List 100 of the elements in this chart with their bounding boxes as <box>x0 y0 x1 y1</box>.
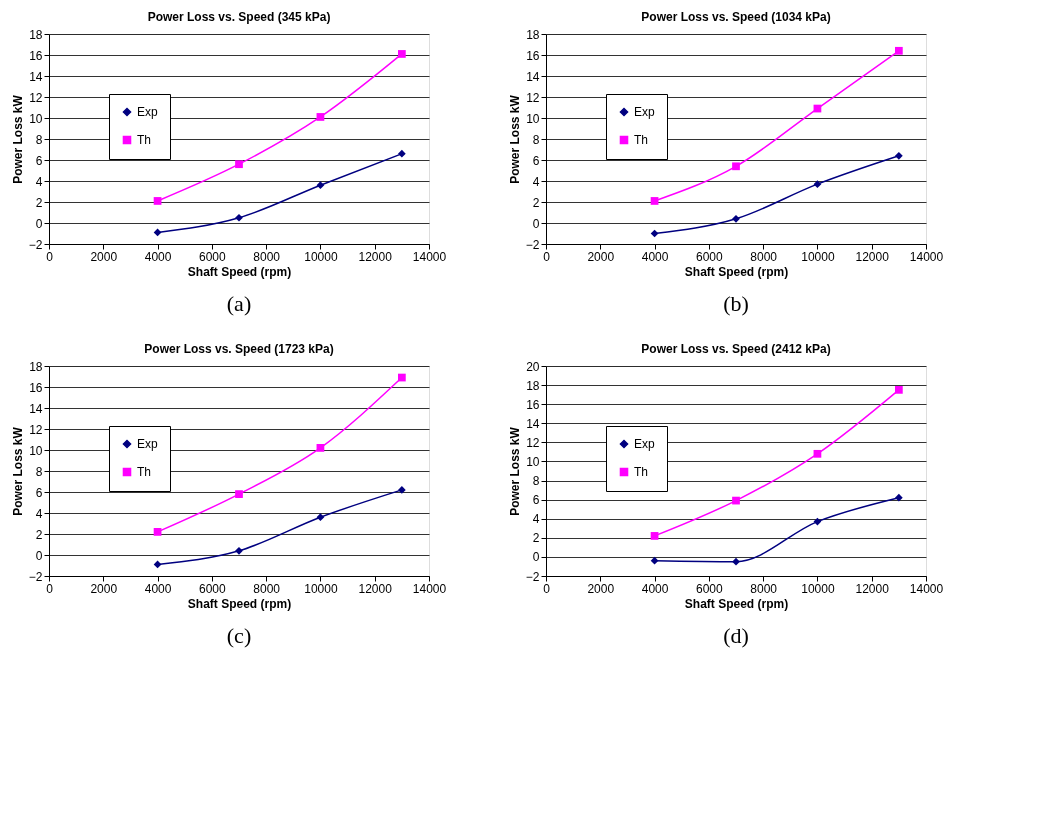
legend-label: Th <box>137 465 152 479</box>
point <box>235 490 243 498</box>
point <box>732 162 740 171</box>
y-tick-label: 18 <box>29 27 43 42</box>
point <box>153 197 162 205</box>
x-tick-label: 8000 <box>750 581 778 596</box>
legend-label: Exp <box>137 437 158 451</box>
x-tick-label: 4000 <box>144 249 172 264</box>
x-tick-label: 0 <box>46 249 54 264</box>
y-tick-label: 12 <box>526 435 540 450</box>
x-tick-label: 8000 <box>750 249 778 264</box>
point <box>397 373 406 382</box>
point <box>813 180 822 189</box>
text: (a) <box>226 291 252 316</box>
y-tick-label: 4 <box>532 512 540 527</box>
point <box>397 149 406 158</box>
x-tick-label: 2000 <box>90 249 118 264</box>
y-tick-label: 10 <box>526 111 540 126</box>
x-tick-label: 10000 <box>304 249 338 264</box>
y-tick-label: 2 <box>35 527 43 542</box>
chart-title: Power Loss vs. Speed (1034 kPa) <box>641 10 831 24</box>
y-tick-label: −2 <box>525 237 540 252</box>
x-tick-label: 10000 <box>801 249 835 264</box>
y-tick-label: 4 <box>532 174 540 189</box>
legend-label: Th <box>634 465 649 479</box>
y-tick-label: 16 <box>526 397 540 412</box>
chart-title: Power Loss vs. Speed (2412 kPa) <box>641 342 831 356</box>
y-tick-label: 0 <box>35 548 43 563</box>
y-tick-label: 12 <box>29 422 43 437</box>
point <box>813 517 822 526</box>
point <box>235 213 243 222</box>
point <box>894 46 903 55</box>
x-tick-label: 14000 <box>412 581 447 596</box>
point <box>316 181 325 190</box>
y-tick-label: 10 <box>29 443 43 458</box>
y-tick-label: −2 <box>525 569 540 584</box>
point <box>397 50 406 58</box>
y-axis-title: Power Loss kW <box>507 94 522 184</box>
y-tick-label: 18 <box>526 378 540 393</box>
y-tick-label: 4 <box>35 506 43 521</box>
y-axis-title: Power Loss kW <box>10 94 25 184</box>
x-tick-label: 6000 <box>199 581 227 596</box>
x-tick-label: 2000 <box>90 581 118 596</box>
y-tick-label: 0 <box>35 216 43 231</box>
point <box>316 113 325 121</box>
x-tick-label: 4000 <box>641 581 669 596</box>
y-tick-label: 12 <box>29 90 43 105</box>
y-tick-label: 10 <box>526 454 540 469</box>
x-tick-label: 2000 <box>587 581 615 596</box>
y-tick-label: 18 <box>29 359 43 374</box>
y-tick-label: 6 <box>532 493 540 508</box>
y-tick-label: 20 <box>526 359 540 374</box>
x-tick-label: 10000 <box>304 581 338 596</box>
x-axis-title: Shaft Speed (rpm) <box>187 596 292 611</box>
y-tick-label: −2 <box>28 237 43 252</box>
legend-label: Exp <box>634 105 655 119</box>
point <box>153 560 162 569</box>
y-tick-label: 0 <box>532 216 540 231</box>
point <box>235 160 243 169</box>
point <box>894 151 903 160</box>
point <box>732 557 740 566</box>
legend-label: Th <box>137 133 152 147</box>
y-tick-label: 12 <box>526 90 540 105</box>
point <box>894 493 903 502</box>
x-tick-label: 8000 <box>253 249 281 264</box>
text: (b) <box>723 291 749 316</box>
x-tick-label: 12000 <box>358 581 393 596</box>
point <box>235 546 243 555</box>
y-tick-label: 16 <box>29 380 43 395</box>
x-tick-label: 12000 <box>358 249 393 264</box>
legend-label: Exp <box>137 105 158 119</box>
x-axis-title: Shaft Speed (rpm) <box>187 264 292 279</box>
y-tick-label: 8 <box>532 132 540 147</box>
y-tick-label: 8 <box>35 132 43 147</box>
legend-label: Exp <box>634 437 655 451</box>
y-tick-label: 8 <box>532 474 540 489</box>
point <box>894 385 903 394</box>
point <box>397 486 406 494</box>
x-tick-label: 12000 <box>855 249 890 264</box>
x-tick-label: 8000 <box>253 581 281 596</box>
x-axis-title: Shaft Speed (rpm) <box>684 596 789 611</box>
y-axis-title: Power Loss kW <box>507 426 522 516</box>
x-tick-label: 6000 <box>199 249 227 264</box>
y-tick-label: 8 <box>35 464 43 479</box>
x-tick-label: 0 <box>543 249 551 264</box>
point <box>316 444 325 452</box>
chart-title: Power Loss vs. Speed (1723 kPa) <box>144 342 334 356</box>
y-axis-title: Power Loss kW <box>10 426 25 516</box>
point <box>650 197 659 205</box>
point <box>316 513 325 522</box>
x-axis-title: Shaft Speed (rpm) <box>684 264 789 279</box>
y-tick-label: 2 <box>532 531 540 546</box>
y-tick-label: 14 <box>29 69 43 84</box>
x-tick-label: 10000 <box>801 581 835 596</box>
point <box>732 496 740 505</box>
x-tick-label: 2000 <box>587 249 615 264</box>
x-tick-label: 0 <box>543 581 551 596</box>
text: (d) <box>723 623 749 648</box>
y-tick-label: 2 <box>35 195 43 210</box>
y-tick-label: 16 <box>29 48 43 63</box>
